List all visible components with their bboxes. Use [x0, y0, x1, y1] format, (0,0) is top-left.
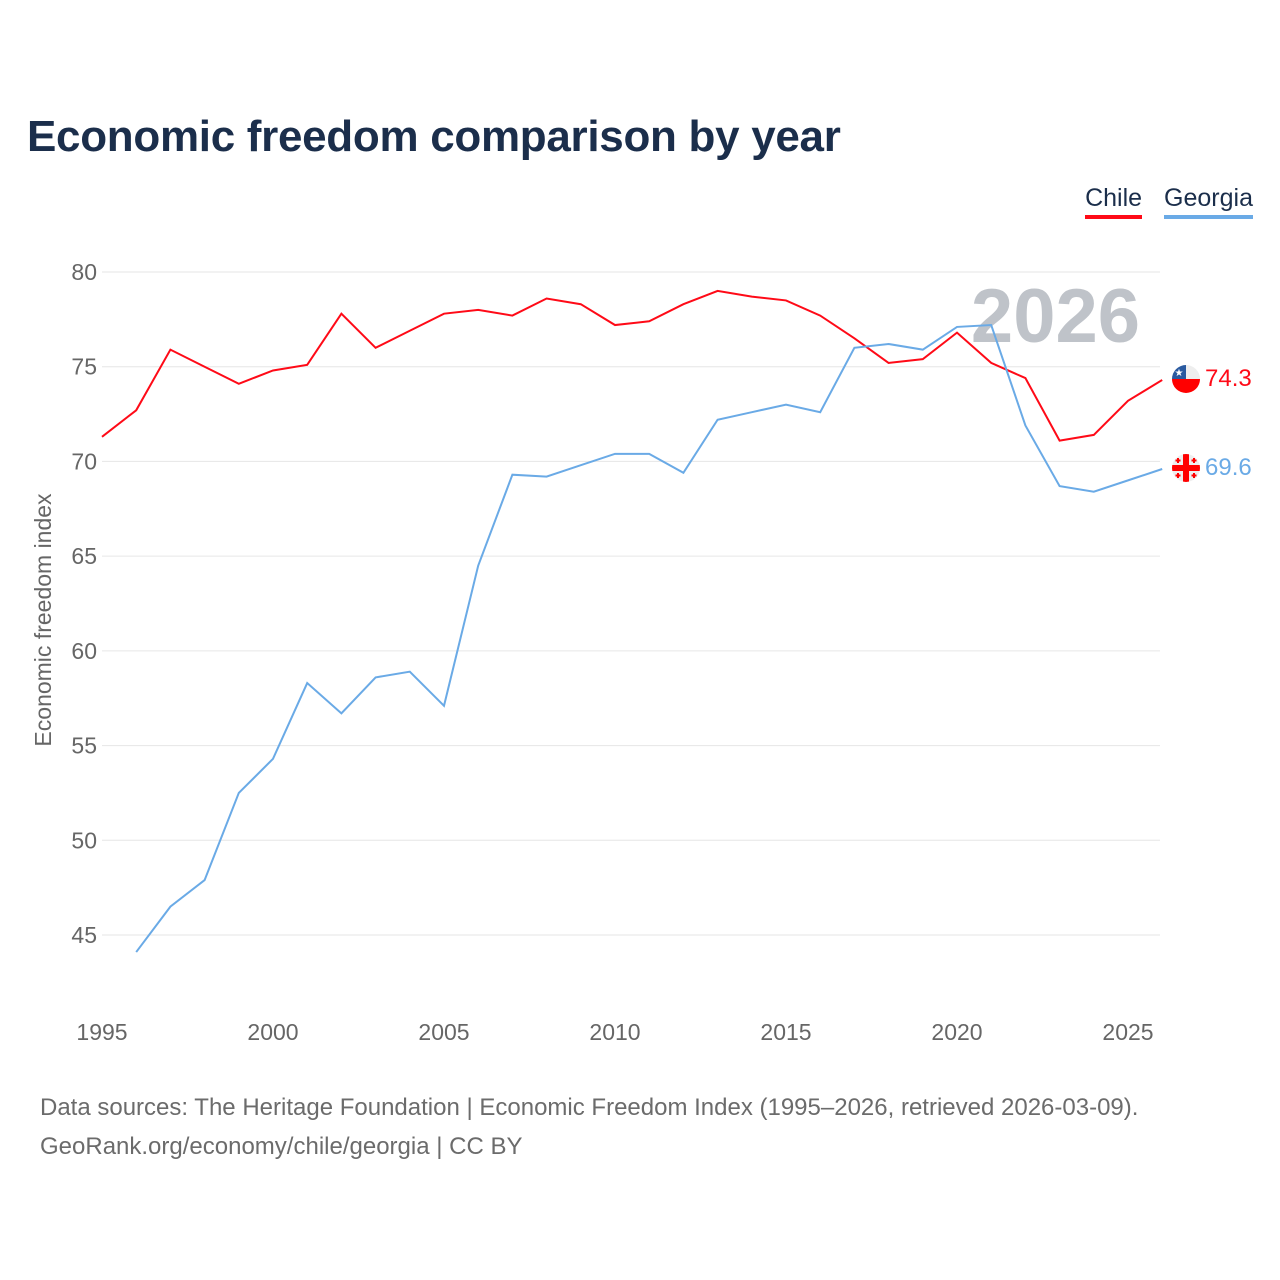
chart-title: Economic freedom comparison by year: [27, 112, 841, 161]
data-point-georgia[interactable]: [646, 451, 652, 457]
attribution[interactable]: GeoRank.org/economy/chile/georgia | CC B…: [40, 1133, 523, 1160]
svg-text:★: ★: [1175, 368, 1184, 379]
x-tick-label: 2005: [418, 1019, 469, 1045]
data-point-georgia[interactable]: [749, 409, 755, 415]
y-tick-label: 55: [71, 733, 97, 759]
data-point-chile[interactable]: [441, 311, 447, 317]
data-point-georgia[interactable]: [715, 417, 721, 423]
data-point-chile[interactable]: [167, 347, 173, 353]
data-point-georgia[interactable]: [270, 756, 276, 762]
data-point-chile[interactable]: [407, 328, 413, 334]
data-point-chile[interactable]: [236, 381, 242, 387]
data-point-georgia[interactable]: [509, 472, 515, 478]
data-point-georgia[interactable]: [544, 474, 550, 480]
data-point-georgia[interactable]: [202, 877, 208, 883]
data-point-chile[interactable]: [1022, 375, 1028, 381]
x-tick-label: 2020: [931, 1019, 982, 1045]
data-point-chile[interactable]: [715, 288, 721, 294]
data-point-chile[interactable]: [544, 296, 550, 302]
georgia-end-label: 69.6: [1205, 454, 1252, 481]
x-tick-label: 2025: [1102, 1019, 1153, 1045]
chile-flag-icon: ★: [1172, 365, 1200, 393]
data-point-georgia[interactable]: [1091, 489, 1097, 495]
data-point-chile[interactable]: [304, 362, 310, 368]
data-point-georgia[interactable]: [441, 703, 447, 709]
data-point-chile[interactable]: [920, 356, 926, 362]
series-line-georgia: [135, 323, 1163, 953]
x-tick-label: 2015: [760, 1019, 811, 1045]
data-point-georgia[interactable]: [680, 470, 686, 476]
data-point-georgia[interactable]: [304, 680, 310, 686]
chile-end-label: 74.3: [1205, 365, 1252, 392]
data-point-georgia[interactable]: [1159, 466, 1165, 472]
data-point-georgia[interactable]: [851, 345, 857, 351]
data-point-chile[interactable]: [612, 322, 618, 328]
data-point-georgia[interactable]: [407, 669, 413, 675]
data-point-chile[interactable]: [646, 318, 652, 324]
legend: Chile Georgia: [1085, 184, 1253, 219]
y-tick-label: 45: [71, 922, 97, 948]
data-point-chile[interactable]: [338, 311, 344, 317]
y-tick-label: 75: [71, 354, 97, 380]
data-point-chile[interactable]: [578, 301, 584, 307]
data-point-chile[interactable]: [373, 345, 379, 351]
data-point-georgia[interactable]: [886, 341, 892, 347]
legend-chile[interactable]: Chile: [1085, 184, 1143, 219]
data-point-chile[interactable]: [954, 330, 960, 336]
footer: Data sources: The Heritage Foundation | …: [40, 1088, 1138, 1166]
data-point-chile[interactable]: [851, 335, 857, 341]
data-point-chile[interactable]: [99, 434, 105, 440]
y-tick-label: 65: [71, 543, 97, 569]
data-point-chile[interactable]: [1091, 432, 1097, 438]
x-tick-label: 1995: [76, 1019, 127, 1045]
data-point-chile[interactable]: [749, 294, 755, 300]
data-point-georgia[interactable]: [612, 451, 618, 457]
data-point-georgia[interactable]: [1022, 422, 1028, 428]
data-point-chile[interactable]: [202, 364, 208, 370]
data-point-georgia[interactable]: [783, 402, 789, 408]
data-point-chile[interactable]: [1057, 438, 1063, 444]
data-point-chile[interactable]: [1125, 398, 1131, 404]
data-source: Data sources: The Heritage Foundation | …: [40, 1094, 1139, 1121]
data-point-georgia[interactable]: [817, 409, 823, 415]
data-point-chile[interactable]: [1159, 377, 1165, 383]
data-point-georgia[interactable]: [373, 674, 379, 680]
data-point-chile[interactable]: [509, 313, 515, 319]
legend-georgia[interactable]: Georgia: [1164, 184, 1253, 219]
data-point-chile[interactable]: [133, 407, 139, 413]
year-annotation: 2026: [971, 274, 1140, 359]
data-point-chile[interactable]: [680, 301, 686, 307]
data-point-georgia[interactable]: [167, 904, 173, 910]
data-point-chile[interactable]: [988, 360, 994, 366]
data-point-georgia[interactable]: [475, 563, 481, 569]
y-tick-label: 60: [71, 638, 97, 664]
data-point-chile[interactable]: [886, 360, 892, 366]
data-point-georgia[interactable]: [988, 322, 994, 328]
y-tick-label: 70: [71, 448, 97, 474]
x-tick-label: 2010: [589, 1019, 640, 1045]
data-point-georgia[interactable]: [338, 710, 344, 716]
y-tick-label: 50: [71, 827, 97, 853]
data-point-chile[interactable]: [817, 313, 823, 319]
data-point-georgia[interactable]: [133, 949, 139, 955]
data-point-georgia[interactable]: [236, 790, 242, 796]
series-line-chile: [101, 289, 1163, 442]
data-point-georgia[interactable]: [1057, 483, 1063, 489]
data-point-georgia[interactable]: [920, 347, 926, 353]
data-point-georgia[interactable]: [1125, 477, 1131, 483]
data-point-georgia[interactable]: [578, 462, 584, 468]
y-axis-label: Economic freedom index: [30, 493, 56, 747]
georgia-flag-icon: [1172, 454, 1200, 482]
data-point-chile[interactable]: [475, 307, 481, 313]
data-point-chile[interactable]: [783, 297, 789, 303]
data-point-georgia[interactable]: [954, 324, 960, 330]
y-tick-label: 80: [71, 259, 97, 285]
data-point-chile[interactable]: [270, 368, 276, 374]
x-tick-label: 2000: [247, 1019, 298, 1045]
